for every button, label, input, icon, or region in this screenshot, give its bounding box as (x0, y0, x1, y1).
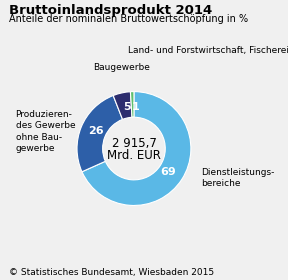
Text: Land- und Forstwirtschaft, Fischerei: Land- und Forstwirtschaft, Fischerei (128, 46, 288, 55)
Text: Bruttoinlandsprodukt 2014: Bruttoinlandsprodukt 2014 (9, 4, 212, 17)
Text: 2 915,7: 2 915,7 (111, 137, 156, 150)
Text: Produzieren-
des Gewerbe
ohne Bau-
gewerbe: Produzieren- des Gewerbe ohne Bau- gewer… (16, 110, 75, 153)
Text: © Statistisches Bundesamt, Wiesbaden 2015: © Statistisches Bundesamt, Wiesbaden 201… (9, 268, 214, 277)
Text: Anteile der nominalen Bruttowertschöpfung in %: Anteile der nominalen Bruttowertschöpfun… (9, 14, 248, 24)
Text: 69: 69 (160, 167, 176, 177)
Text: 26: 26 (88, 126, 104, 136)
Text: Dienstleistungs-
bereiche: Dienstleistungs- bereiche (201, 168, 274, 188)
Wedge shape (130, 92, 134, 117)
Text: 1: 1 (131, 102, 139, 112)
Text: Mrd. EUR: Mrd. EUR (107, 150, 161, 162)
Text: Baugewerbe: Baugewerbe (93, 63, 150, 72)
Wedge shape (77, 95, 122, 172)
Text: 5: 5 (124, 102, 131, 113)
Wedge shape (113, 92, 132, 119)
Wedge shape (82, 92, 191, 206)
